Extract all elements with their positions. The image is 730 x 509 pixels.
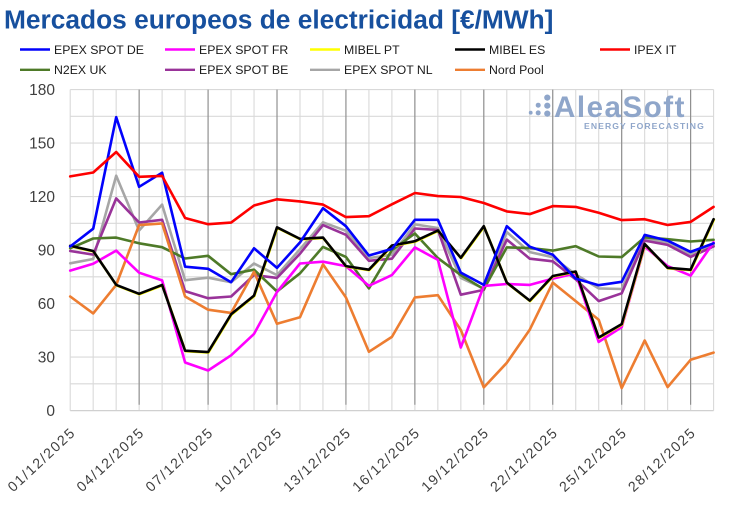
svg-text:22/12/2025: 22/12/2025	[488, 425, 562, 496]
svg-text:EPEX SPOT FR: EPEX SPOT FR	[199, 43, 288, 57]
svg-text:AleaSoft: AleaSoft	[554, 91, 686, 124]
svg-text:16/12/2025: 16/12/2025	[350, 425, 424, 496]
svg-text:10/12/2025: 10/12/2025	[212, 425, 286, 496]
svg-text:MIBEL PT: MIBEL PT	[344, 43, 400, 57]
svg-text:28/12/2025: 28/12/2025	[625, 425, 699, 496]
svg-text:25/12/2025: 25/12/2025	[557, 425, 631, 496]
svg-text:60: 60	[38, 296, 56, 313]
svg-text:0: 0	[46, 403, 55, 420]
svg-text:180: 180	[29, 82, 55, 99]
svg-text:MIBEL ES: MIBEL ES	[489, 43, 545, 57]
svg-text:120: 120	[29, 189, 55, 206]
svg-text:N2EX UK: N2EX UK	[54, 63, 107, 77]
svg-text:04/12/2025: 04/12/2025	[74, 425, 148, 496]
svg-text:ENERGY FORECASTING: ENERGY FORECASTING	[584, 121, 705, 131]
svg-text:IPEX IT: IPEX IT	[634, 43, 677, 57]
svg-text:150: 150	[29, 135, 55, 152]
svg-text:13/12/2025: 13/12/2025	[281, 425, 355, 496]
svg-text:01/12/2025: 01/12/2025	[5, 425, 79, 496]
svg-text:30: 30	[38, 349, 56, 366]
svg-text:90: 90	[38, 242, 56, 259]
svg-text:EPEX SPOT DE: EPEX SPOT DE	[54, 43, 144, 57]
svg-text:07/12/2025: 07/12/2025	[143, 425, 217, 496]
svg-text:EPEX SPOT NL: EPEX SPOT NL	[344, 63, 433, 77]
svg-text:Nord Pool: Nord Pool	[489, 63, 544, 77]
svg-text:EPEX SPOT BE: EPEX SPOT BE	[199, 63, 288, 77]
svg-text:Mercados europeos de electrici: Mercados europeos de electricidad [€/MWh…	[4, 5, 553, 35]
svg-text:19/12/2025: 19/12/2025	[419, 425, 493, 496]
